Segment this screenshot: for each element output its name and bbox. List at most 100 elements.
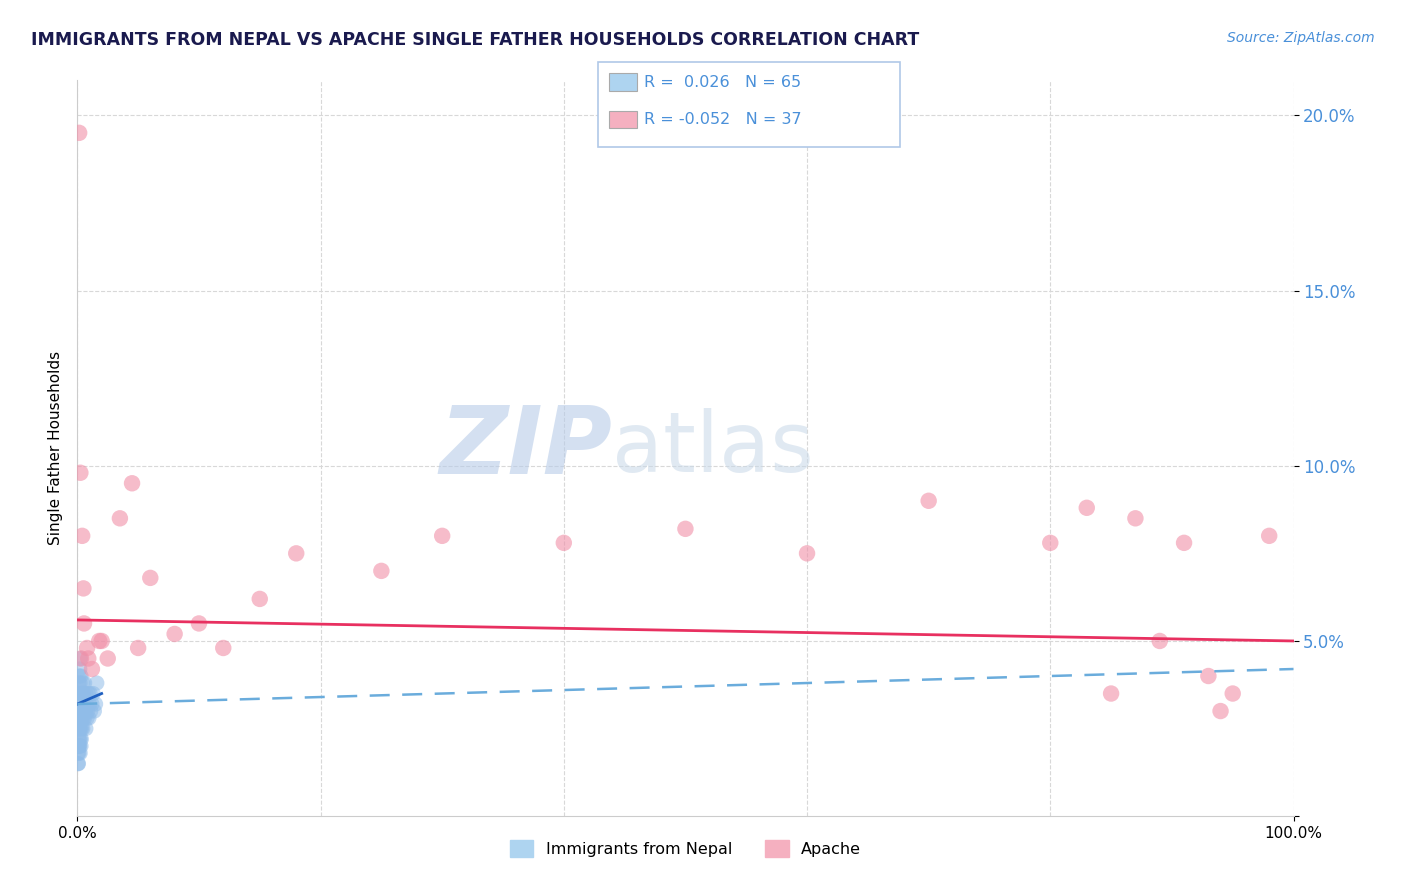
Point (72, 711, 94, 725)
Point (69, 711, 91, 725)
Point (76, 704, 98, 718)
Point (796, 546, 818, 560)
Point (121, 476, 143, 491)
Point (70, 704, 93, 718)
Point (77, 687, 100, 701)
Point (69, 651, 91, 665)
Point (69, 722, 91, 736)
Point (75, 722, 97, 736)
Point (67, 687, 90, 701)
Text: IMMIGRANTS FROM NEPAL VS APACHE SINGLE FATHER HOUSEHOLDS CORRELATION CHART: IMMIGRANTS FROM NEPAL VS APACHE SINGLE F… (31, 31, 920, 49)
Point (67, 746, 90, 760)
Point (79, 687, 101, 701)
Point (90, 634, 112, 648)
Point (1209, 704, 1232, 718)
Point (80, 662, 103, 676)
Point (67, 739, 90, 753)
Point (72, 676, 94, 690)
Point (70, 669, 93, 683)
Point (1039, 536, 1062, 550)
Point (67, 697, 90, 711)
Point (73, 711, 96, 725)
Point (69, 704, 91, 718)
Point (75, 697, 97, 711)
Point (70, 711, 93, 725)
Point (1173, 536, 1195, 550)
Point (67, 704, 90, 718)
Point (67, 669, 90, 683)
Point (72, 704, 94, 718)
Point (70, 687, 93, 701)
Point (70, 529, 93, 543)
Point (75, 704, 97, 718)
Point (139, 571, 162, 585)
Point (188, 616, 211, 631)
Point (69, 466, 91, 480)
Point (1076, 500, 1098, 515)
Point (77, 711, 100, 725)
Point (67, 732, 90, 747)
Point (70, 651, 93, 665)
Point (84, 697, 107, 711)
Point (70, 697, 93, 711)
Point (108, 511, 131, 525)
Point (75, 687, 97, 701)
Point (72, 582, 94, 596)
Point (67, 676, 90, 690)
Point (675, 522, 697, 536)
Point (72, 687, 94, 701)
Point (70, 739, 93, 753)
Point (249, 591, 271, 606)
Point (80, 704, 103, 718)
Point (285, 546, 308, 560)
Point (67, 126, 90, 140)
Point (67, 746, 90, 760)
Point (69, 711, 91, 725)
Point (69, 687, 91, 701)
Point (70, 732, 93, 747)
Point (69, 732, 91, 747)
Point (67, 722, 90, 736)
Point (80, 697, 103, 711)
Point (69, 687, 91, 701)
Point (67, 739, 90, 753)
Point (86, 676, 108, 690)
Text: R = -0.052   N = 37: R = -0.052 N = 37 (644, 112, 801, 127)
Point (1099, 687, 1122, 701)
Point (1197, 669, 1219, 683)
Point (127, 640, 149, 655)
Point (69, 676, 91, 690)
Point (66, 711, 89, 725)
Point (73, 676, 96, 690)
Point (67, 732, 90, 747)
Point (69, 746, 91, 760)
Point (76, 640, 98, 655)
Point (69, 704, 91, 718)
Text: Source: ZipAtlas.com: Source: ZipAtlas.com (1227, 31, 1375, 45)
Text: ZIP: ZIP (440, 402, 613, 494)
Text: atlas: atlas (613, 408, 814, 489)
Point (370, 564, 392, 578)
Point (553, 536, 575, 550)
Point (70, 687, 93, 701)
Point (69, 722, 91, 736)
Point (76, 711, 98, 725)
Point (70, 711, 93, 725)
Legend: Immigrants from Nepal, Apache: Immigrants from Nepal, Apache (503, 834, 868, 863)
Point (1222, 687, 1244, 701)
Point (77, 651, 100, 665)
Point (83, 704, 105, 718)
Point (97, 651, 120, 665)
Point (67, 756, 90, 771)
Point (69, 662, 91, 676)
Point (1258, 529, 1281, 543)
Point (72, 722, 94, 736)
Point (70, 722, 93, 736)
Point (163, 627, 186, 641)
Point (66, 756, 89, 771)
Point (82, 687, 104, 701)
Point (1149, 634, 1171, 648)
Point (73, 616, 96, 631)
Point (69, 739, 91, 753)
Point (918, 493, 941, 508)
